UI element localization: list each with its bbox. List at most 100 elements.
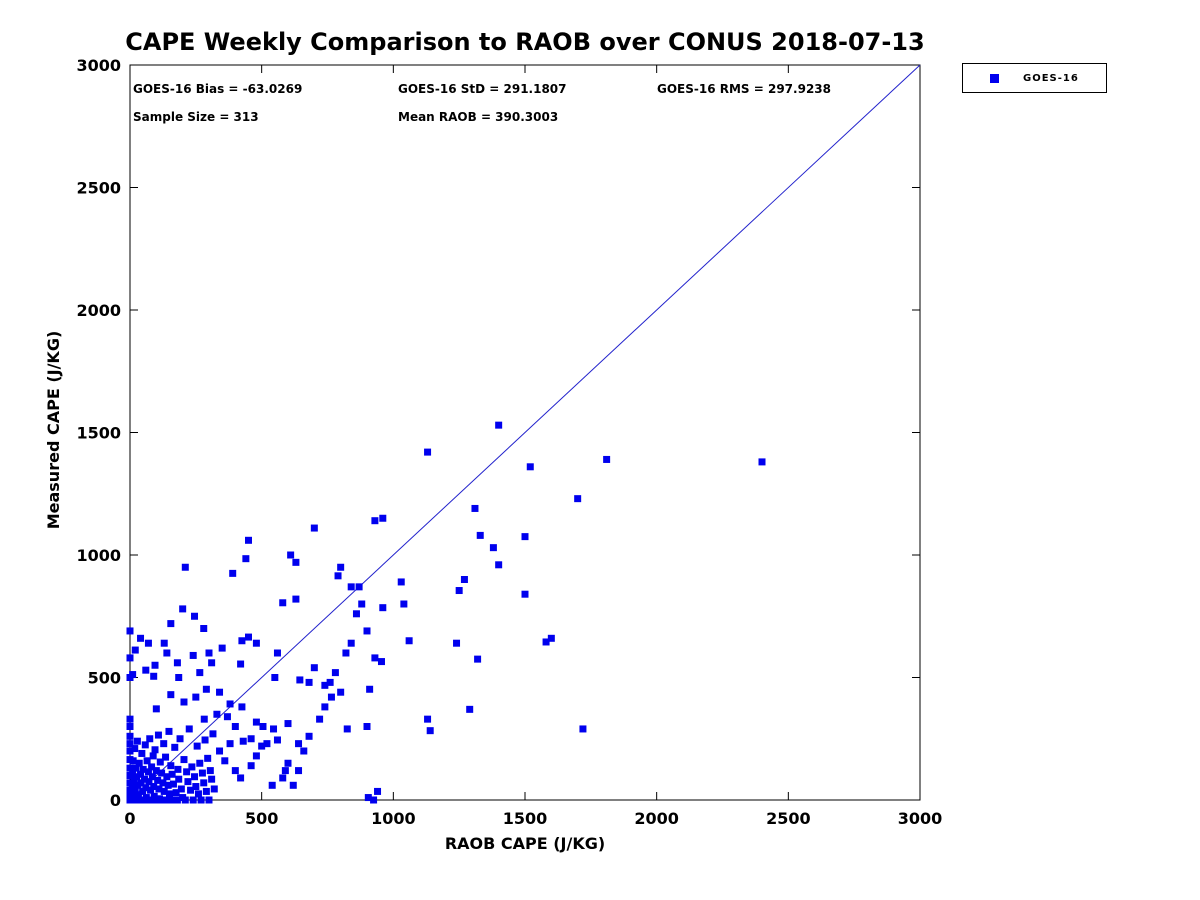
- scatter-point: [476, 531, 484, 539]
- scatter-point: [177, 785, 185, 793]
- scatter-point: [180, 698, 188, 706]
- scatter-point: [237, 774, 245, 782]
- scatter-point: [221, 757, 229, 765]
- scatter-point: [252, 718, 260, 726]
- scatter-point: [460, 576, 468, 583]
- scatter-point: [371, 654, 379, 662]
- scatter-point: [158, 769, 166, 777]
- scatter-point: [160, 740, 168, 748]
- scatter-point: [271, 674, 279, 681]
- y-axis-label: Measured CAPE (J/KG): [44, 330, 63, 530]
- scatter-point: [185, 725, 193, 733]
- scatter-point: [147, 786, 155, 794]
- scatter-point: [295, 740, 303, 748]
- scatter-point: [252, 639, 260, 647]
- x-tick-label: 3000: [898, 809, 943, 828]
- legend-series-label: GOES-16: [1023, 72, 1079, 84]
- scatter-point: [131, 646, 139, 654]
- scatter-point: [363, 627, 371, 635]
- scatter-point: [167, 620, 175, 628]
- scatter-point: [200, 779, 208, 787]
- scatter-point: [474, 655, 482, 663]
- scatter-point: [229, 569, 237, 577]
- scatter-point: [193, 742, 201, 750]
- scatter-point: [300, 747, 308, 755]
- scatter-point: [191, 773, 199, 781]
- scatter-point: [188, 763, 196, 771]
- scatter-point: [152, 796, 160, 804]
- y-tick-label: 2000: [76, 301, 121, 320]
- scatter-point: [148, 773, 156, 781]
- scatter-point: [175, 775, 183, 783]
- scatter-point: [131, 785, 139, 793]
- scatter-point: [310, 524, 318, 532]
- scatter-point: [258, 742, 266, 750]
- scatter-point: [495, 561, 503, 569]
- scatter-point: [245, 536, 252, 544]
- scatter-point: [247, 762, 255, 770]
- scatter-point: [542, 638, 550, 646]
- scatter-point: [131, 745, 139, 753]
- scatter-point: [209, 730, 217, 738]
- scatter-point: [377, 658, 385, 666]
- scatter-point: [129, 769, 137, 777]
- x-axis-label: RAOB CAPE (J/KG): [444, 834, 606, 853]
- scatter-point: [364, 794, 372, 802]
- scatter-point: [152, 767, 160, 775]
- legend: GOES-16: [962, 63, 1107, 93]
- scatter-point: [150, 672, 158, 680]
- scatter-point: [218, 644, 226, 652]
- scatter-point: [252, 752, 260, 760]
- annotation-sample-size: Sample Size = 313: [133, 110, 259, 124]
- scatter-point: [521, 533, 529, 541]
- scatter-point: [159, 779, 167, 787]
- scatter-point: [202, 787, 210, 795]
- scatter-point: [204, 754, 212, 762]
- scatter-point: [521, 590, 529, 598]
- scatter-point: [226, 740, 234, 748]
- chart-title: CAPE Weekly Comparison to RAOB over CONU…: [125, 28, 925, 56]
- scatter-point: [310, 664, 318, 672]
- scatter-point: [292, 595, 300, 603]
- scatter-point: [321, 681, 329, 689]
- scatter-point: [176, 735, 184, 743]
- scatter-point: [163, 649, 171, 657]
- scatter-point: [138, 749, 146, 757]
- scatter-point: [273, 649, 281, 657]
- y-tick-label: 1500: [76, 424, 121, 443]
- reference-line: [129, 64, 921, 801]
- scatter-point: [352, 610, 360, 618]
- scatter-point: [296, 676, 304, 684]
- scatter-point: [174, 765, 182, 773]
- scatter-point: [126, 723, 134, 730]
- scatter-point: [489, 544, 497, 552]
- scatter-point: [179, 605, 187, 613]
- scatter-point: [231, 723, 239, 730]
- scatter-point: [149, 752, 157, 760]
- scatter-point: [526, 463, 534, 471]
- scatter-point: [281, 767, 289, 775]
- scatter-point: [126, 786, 134, 794]
- scatter-point: [126, 654, 134, 662]
- scatter-point: [196, 759, 204, 767]
- scatter-point: [163, 773, 171, 781]
- scatter-point: [226, 700, 234, 708]
- scatter-point: [187, 786, 195, 794]
- annotation-bias: GOES-16 Bias = -63.0269: [133, 82, 303, 96]
- scatter-point: [366, 685, 374, 693]
- scatter-point: [162, 753, 170, 761]
- scatter-point: [268, 781, 276, 789]
- scatter-point: [216, 747, 224, 755]
- scatter-point: [142, 784, 150, 792]
- scatter-point: [192, 693, 200, 701]
- scatter-point: [189, 796, 197, 804]
- scatter-point: [331, 669, 339, 677]
- scatter-point: [126, 764, 134, 772]
- scatter-point: [130, 776, 138, 784]
- scatter-point: [279, 774, 287, 782]
- scatter-point: [347, 639, 355, 647]
- scatter-point: [758, 458, 766, 466]
- scatter-point: [137, 634, 145, 642]
- scatter-point: [150, 783, 158, 791]
